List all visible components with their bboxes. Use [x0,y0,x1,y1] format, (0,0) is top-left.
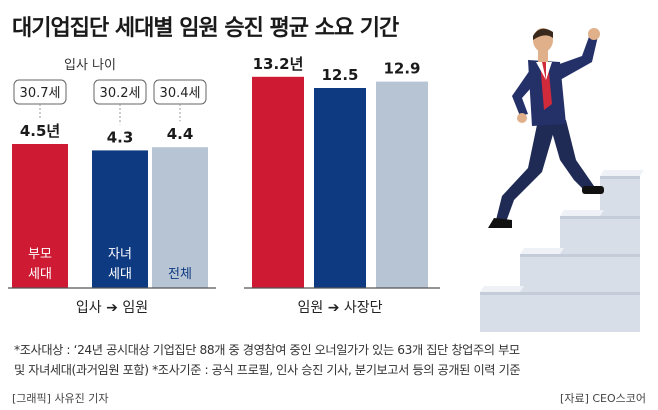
entry-age-title: 입사 나이 [64,58,116,73]
credit-source: [자료] CEO스코어 [560,392,646,405]
page-title: 대기업집단 세대별 임원 승진 평균 소요 기간 [12,16,399,41]
businessman-illustration [480,28,644,332]
bar-entry-parent [12,144,68,288]
inbar-label-entry-parent-1: 세대 [28,267,52,282]
bar-exec-parent [252,76,304,288]
value-label-entry-parent: 4.5년 [20,122,60,140]
man-figure [488,28,604,228]
bar-entry-child [92,150,148,288]
credit-graphic: [그래픽] 사유진 기자 [12,392,109,405]
inbar-label-entry-child-0: 자녀 [108,247,132,262]
staircase-icon [480,170,644,332]
inbar-label-entry-all-0: 전체 [168,267,192,282]
footnotes: *조사대상 : ‘24년 공시대상 기업집단 88개 중 경영참여 중인 오너일… [14,340,646,380]
inbar-label-entry-child-1: 세대 [108,267,132,282]
value-label-exec-parent: 13.2년 [253,55,304,73]
value-label-entry-child: 4.3 [107,128,134,146]
footnote-line-2: 및 자녀세대(과거임원 포함) *조사기준 : 공식 프로필, 인사 승진 기사… [14,363,521,377]
bar-exec-child [314,88,366,288]
value-label-exec-child: 12.5 [321,66,358,84]
footnote-line-1: *조사대상 : ‘24년 공시대상 기업집단 88개 중 경영참여 중인 오너일… [14,343,520,357]
value-label-entry-all: 4.4 [167,125,194,143]
x-label-entry: 입사 ➔ 임원 [76,300,148,316]
x-label-exec: 임원 ➔ 사장단 [297,300,382,316]
entry-age-parent: 30.7세 [20,86,61,101]
value-label-exec-all: 12.9 [383,60,420,78]
bar-entry-all [152,147,208,288]
inbar-label-entry-parent-0: 부모 [28,247,52,262]
bar-exec-all [376,81,428,288]
entry-age-child: 30.2세 [100,86,141,101]
entry-age-all: 30.4세 [160,86,201,101]
